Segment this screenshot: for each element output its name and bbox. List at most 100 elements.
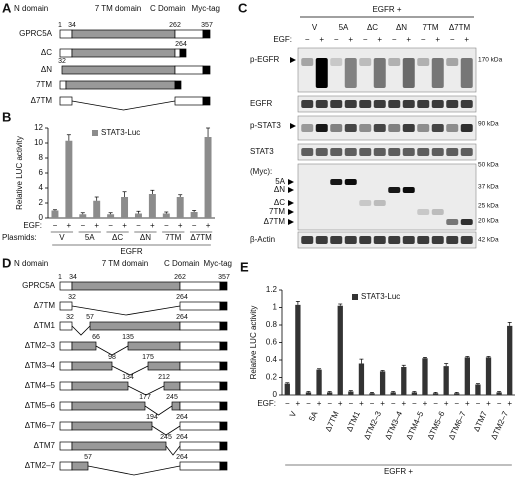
myc-band-label: ΔC [274,198,285,207]
lane-group: Δ7TM [449,23,471,32]
y-tick-label: 0 [39,213,44,222]
tm-domain [71,29,176,39]
group-label: V [288,409,299,418]
band [315,124,328,132]
tm-domain [163,381,181,391]
bar [348,391,354,395]
bar [295,304,301,395]
group-label: Δ7TM [190,233,212,242]
x-tick-label: − [497,399,502,408]
terminal-domain [179,421,221,431]
x-tick-label: + [486,399,491,408]
band [373,148,386,156]
terminal-domain [59,361,73,371]
bar [422,358,428,395]
x-tick-label: − [285,399,290,408]
residue-number: 66 [92,334,100,341]
construct-name: GPRC5A [22,281,56,290]
band [373,58,386,88]
kda-marker: 25 kDa [478,203,499,210]
x-tick-label: − [164,221,169,230]
band [301,236,314,244]
blot-label: EGFR [250,99,272,108]
band [344,124,357,132]
band [359,100,372,108]
band-arrow [288,209,294,215]
band-arrow [288,187,294,193]
x-tick-label: + [94,221,99,230]
y-tick-label: 4 [39,183,44,192]
panel-label: C [238,0,248,15]
myc-tag [202,29,211,39]
band [417,209,430,215]
band [431,124,444,132]
band [315,148,328,156]
y-tick-label: 0.4 [266,355,278,364]
bar [305,392,312,395]
deletion-line [144,405,173,416]
terminal-domain [174,65,204,75]
domain-header: Myc-tag [192,4,220,13]
terminal-domain [59,321,73,331]
band [373,100,386,108]
band [460,100,473,108]
tm-domain [71,461,89,471]
deletion-line [151,425,181,436]
band [330,124,343,132]
band [373,200,386,206]
bar [432,393,439,395]
terminal-domain [59,401,73,411]
construct-name: 7TM [36,80,52,89]
x-tick-label: − [454,399,459,408]
band [315,100,328,108]
legend-label: STAT3-Luc [361,292,400,301]
x-tick-label: − [53,221,58,230]
bar [411,392,418,395]
residue-number: 1 [58,22,62,29]
domain-header: N domain [14,4,48,13]
band [446,219,459,225]
band [446,236,459,244]
terminal-domain [179,321,221,331]
band [388,236,401,244]
tm-domain [71,281,181,291]
bar [327,392,333,395]
treatment-label: EGF: [273,35,292,44]
lane-group: V [312,23,318,32]
band-arrow [290,123,296,129]
blot-label: STAT3 [250,147,274,156]
bar [190,212,198,218]
x-tick-label: − [327,399,332,408]
band [417,100,430,108]
band [402,124,415,132]
kda-marker: 42 kDa [478,237,499,244]
construct-name: ΔTM2–7 [25,461,56,470]
chart-footer: EGFR + [384,467,413,476]
bar [65,140,73,218]
treatment: + [348,35,353,44]
blot-strip [297,95,477,113]
myc-tag [202,65,211,75]
residue-number: 357 [201,22,213,29]
terminal-domain [179,381,221,391]
blot-label: β-Actin [250,235,275,244]
terminal-domain [59,461,73,471]
residue-number: 212 [158,374,170,381]
x-tick-label: + [317,399,322,408]
x-tick-label: + [380,399,385,408]
tm-domain [147,361,181,371]
band [388,187,401,193]
legend-swatch [92,130,98,136]
residue-number: 262 [169,22,181,29]
group-label: ΔTM7 [472,409,489,433]
category-row-label: EGF: [257,399,276,408]
x-tick-label: − [433,399,438,408]
treatment: + [406,35,411,44]
bar [337,305,343,395]
group-label: ΔTM6–7 [447,409,468,441]
band [359,124,372,132]
deletion-line [95,345,129,356]
terminal-domain [174,96,204,106]
band [417,148,430,156]
group-row-label: Plasmids: [2,233,37,242]
